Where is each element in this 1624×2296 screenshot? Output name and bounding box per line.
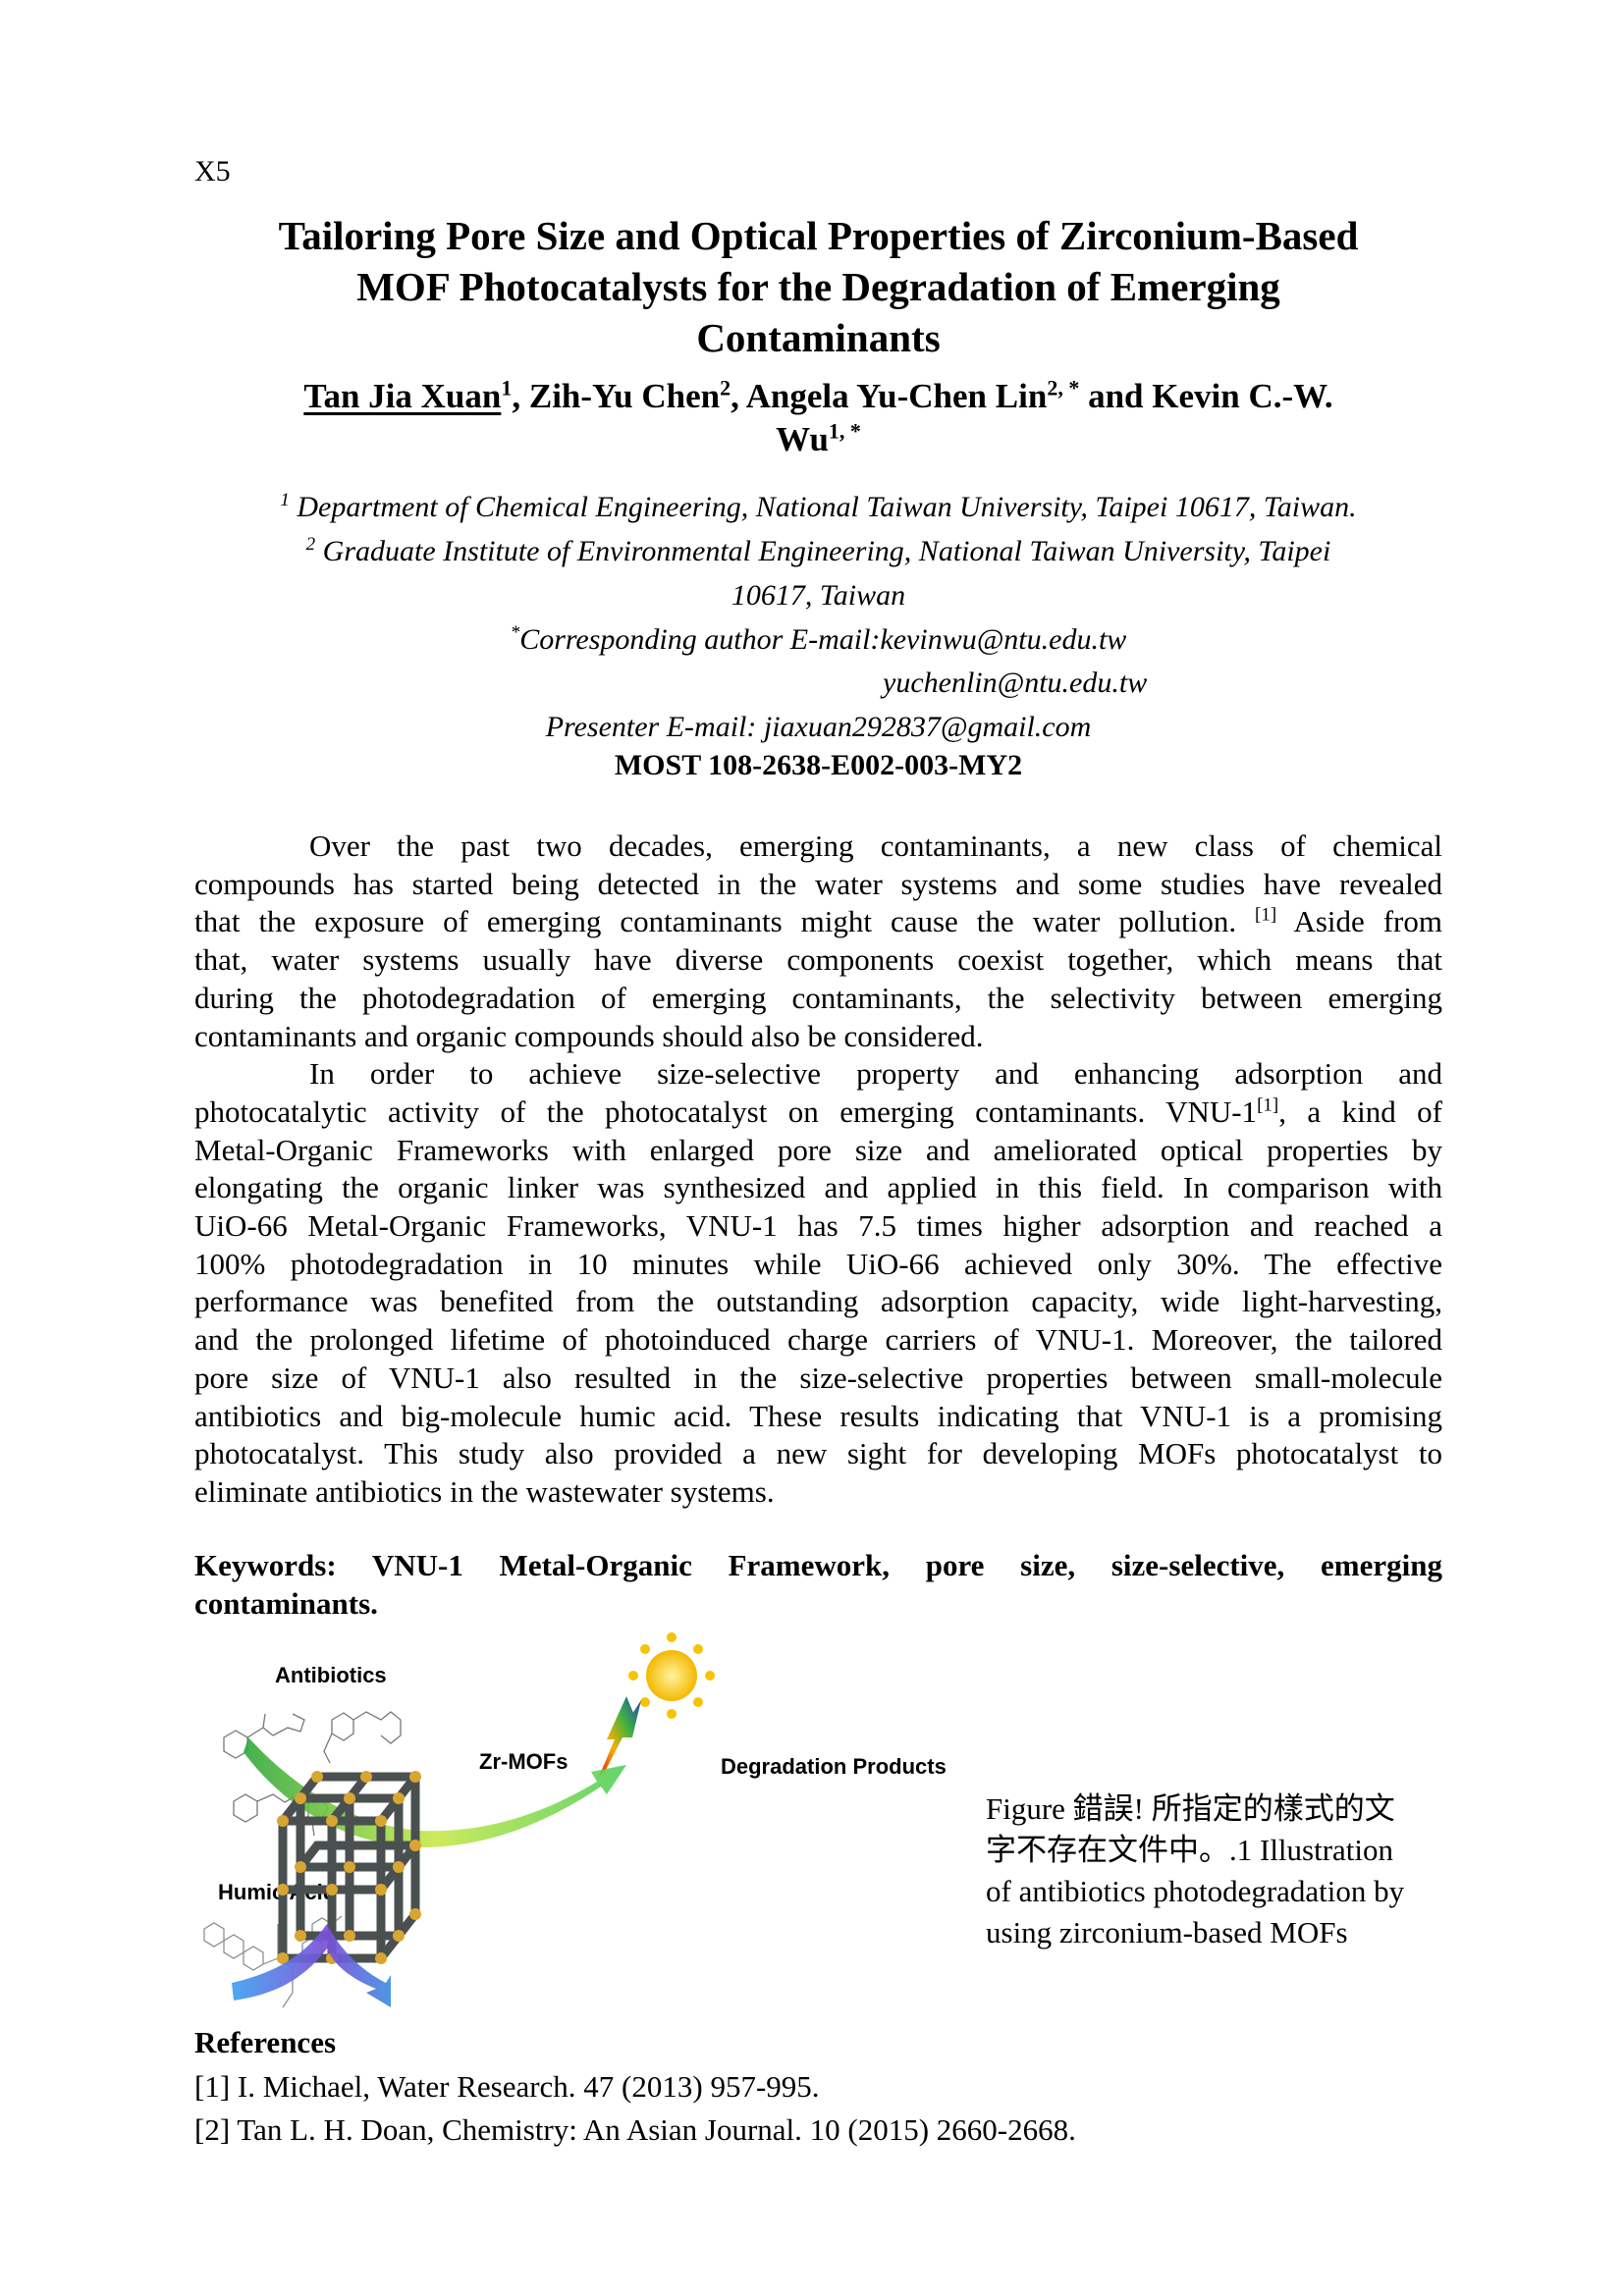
corresponding-mark: * — [510, 622, 520, 643]
body-line: and the prolonged lifetime of photoinduc… — [194, 1322, 1442, 1358]
mof-illustration: Antibiotics Zr-MOFs Degradation Products… — [203, 1632, 947, 2008]
caption-line: of antibiotics photodegradation by — [986, 1874, 1405, 1908]
body-text: Aside from — [1276, 904, 1442, 939]
body-line: antibiotics and big-molecule humic acid.… — [194, 1398, 1442, 1433]
body-line: that, water systems usually have diverse… — [194, 942, 1442, 978]
sun-icon — [628, 1632, 715, 1719]
body-text: , a kind of — [1278, 1094, 1442, 1129]
body-line: eliminate antibiotics in the wastewater … — [194, 1473, 775, 1509]
title-line: Tailoring Pore Size and Optical Properti… — [278, 213, 1359, 258]
abstract-body: Over the past two decades, emerging cont… — [194, 828, 1442, 1512]
keywords: Keywords: VNU-1 Metal-Organic Framework,… — [194, 1547, 1442, 1623]
affiliation-mark: 1 — [501, 375, 513, 400]
affiliation-2: 2 Graduate Institute of Environmental En… — [194, 529, 1442, 573]
body-text: photocatalytic activity of the photocata… — [194, 1094, 1258, 1129]
body-line: that the exposure of emerging contaminan… — [194, 903, 1442, 941]
body-text: that the exposure of emerging contaminan… — [194, 904, 1256, 939]
body-line: performance was benefited from the outst… — [194, 1284, 1442, 1319]
body-paragraph: Over the past two decades, emerging cont… — [194, 828, 1442, 1055]
keywords-line: Keywords: VNU-1 Metal-Organic Framework,… — [194, 1548, 1442, 1582]
body-line: In order to achieve size-selective prope… — [309, 1056, 1442, 1092]
label-antibiotics: Antibiotics — [275, 1663, 387, 1687]
body-line: UiO-66 Metal-Organic Frameworks, VNU-1 h… — [194, 1208, 1442, 1244]
body-line: contaminants and organic compounds shoul… — [194, 1018, 984, 1053]
body-line: elongating the organic linker was synthe… — [194, 1170, 1442, 1205]
affiliation-text: Department of Chemical Engineering, Nati… — [289, 491, 1357, 523]
author: , Angela Yu-Chen Lin — [731, 377, 1048, 415]
citation-mark: [1] — [1255, 905, 1277, 927]
affiliation-1: 1 Department of Chemical Engineering, Na… — [194, 485, 1442, 529]
label-degradation-products: Degradation Products — [721, 1754, 947, 1779]
reference-item: [2] Tan L. H. Doan, Chemistry: An Asian … — [194, 2112, 1076, 2147]
caption-line: using zirconium-based MOFs — [986, 1915, 1348, 1949]
body-paragraph: In order to achieve size-selective prope… — [194, 1055, 1442, 1511]
affiliation-mark: 1 — [280, 490, 290, 510]
author: and Kevin C.-W. — [1079, 377, 1333, 415]
blue-arrow — [232, 1924, 391, 2007]
body-line: pore size of VNU-1 also resulted in the … — [194, 1360, 1442, 1395]
citation-mark: [1] — [1257, 1095, 1279, 1116]
body-line: Over the past two decades, emerging cont… — [309, 828, 1442, 863]
caption-line: 字不存在文件中。.1 Illustration — [986, 1833, 1394, 1867]
affiliation-2-cont: 10617, Taiwan — [731, 579, 906, 612]
grant-number: MOST 108-2638-E002-003-MY2 — [614, 749, 1023, 781]
label-zr-mofs: Zr-MOFs — [479, 1749, 568, 1774]
affiliation-mark: 1, * — [828, 418, 861, 444]
body-line: photocatalyst. This study also provided … — [194, 1436, 1442, 1471]
corresponding-email-2: yuchenlin@ntu.edu.tw — [883, 667, 1148, 699]
light-bolt-icon — [599, 1696, 641, 1777]
caption-line: Figure 錯誤! 所指定的樣式的文 — [986, 1791, 1395, 1826]
author: Wu — [776, 420, 829, 458]
body-line: compounds has started being detected in … — [194, 866, 1442, 901]
zr-nodes — [277, 1771, 421, 1964]
references-heading: References — [194, 2025, 337, 2059]
corresponding-email: Corresponding author E-mail:kevinwu@ntu.… — [519, 623, 1127, 656]
figure-caption: Figure 錯誤! 所指定的樣式的文 字不存在文件中。.1 Illustrat… — [986, 1789, 1447, 1953]
affiliation-mark: 2 — [305, 534, 316, 555]
body-line: 100% photodegradation in 10 minutes whil… — [194, 1246, 1442, 1281]
reference-item: [1] I. Michael, Water Research. 47 (2013… — [194, 2069, 820, 2104]
body-line: photocatalytic activity of the photocata… — [194, 1094, 1442, 1132]
affiliation-mark: 2, * — [1047, 375, 1080, 400]
corresponding-author: *Corresponding author E-mail:kevinwu@ntu… — [194, 617, 1442, 662]
page-label: X5 — [194, 155, 231, 187]
presenting-author: Tan Jia Xuan — [303, 377, 502, 415]
presenter-email: Presenter E-mail: jiaxuan292837@gmail.co… — [545, 711, 1092, 743]
author: , Zih-Yu Chen — [512, 377, 721, 415]
body-line: Metal-Organic Frameworks with enlarged p… — [194, 1132, 1442, 1167]
body-line: during the photodegradation of emerging … — [194, 980, 1442, 1015]
title-line: Contaminants — [696, 315, 941, 360]
paper-title: Tailoring Pore Size and Optical Properti… — [194, 210, 1442, 363]
author-list: Tan Jia Xuan1, Zih-Yu Chen2, Angela Yu-C… — [194, 375, 1442, 461]
keywords-line: contaminants. — [194, 1585, 378, 1621]
affiliation-text: Graduate Institute of Environmental Engi… — [315, 535, 1331, 567]
title-line: MOF Photocatalysts for the Degradation o… — [356, 264, 1280, 309]
affiliation-mark: 2 — [720, 375, 731, 400]
